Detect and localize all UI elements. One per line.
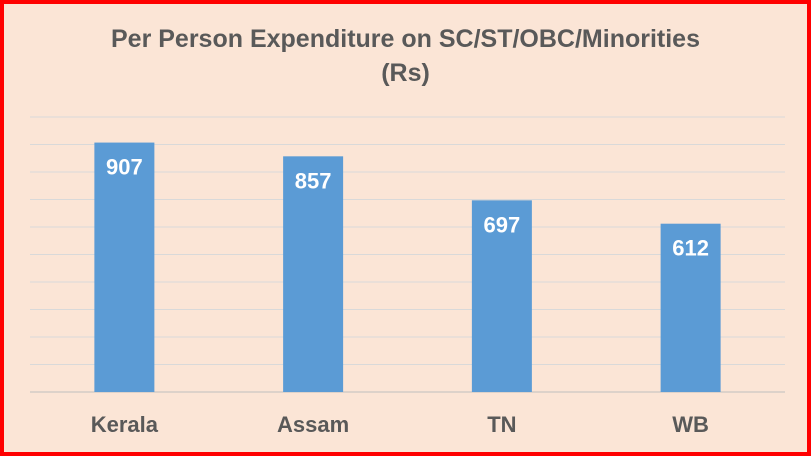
bar-assam	[283, 156, 344, 392]
bars	[94, 142, 721, 392]
labels: 907 Kerala 857 Assam 697 TN 612 WB	[91, 155, 709, 437]
chart-title-line2: (Rs)	[381, 59, 430, 87]
category-label-kerala: Kerala	[91, 412, 159, 437]
data-label-tn: 697	[484, 212, 521, 237]
data-label-kerala: 907	[106, 155, 143, 180]
category-label-assam: Assam	[277, 412, 349, 437]
chart-title-line1: Per Person Expenditure on SC/ST/OBC/Mino…	[111, 25, 700, 53]
bar-tn	[471, 200, 532, 392]
category-label-tn: TN	[487, 412, 516, 437]
data-label-assam: 857	[295, 168, 332, 193]
bar-wb	[660, 223, 721, 392]
chart-title: Per Person Expenditure on SC/ST/OBC/Mino…	[0, 22, 811, 90]
data-label-wb: 612	[672, 236, 709, 261]
bar-kerala	[94, 142, 155, 392]
gridlines	[30, 116, 785, 393]
category-label-wb: WB	[672, 412, 709, 437]
